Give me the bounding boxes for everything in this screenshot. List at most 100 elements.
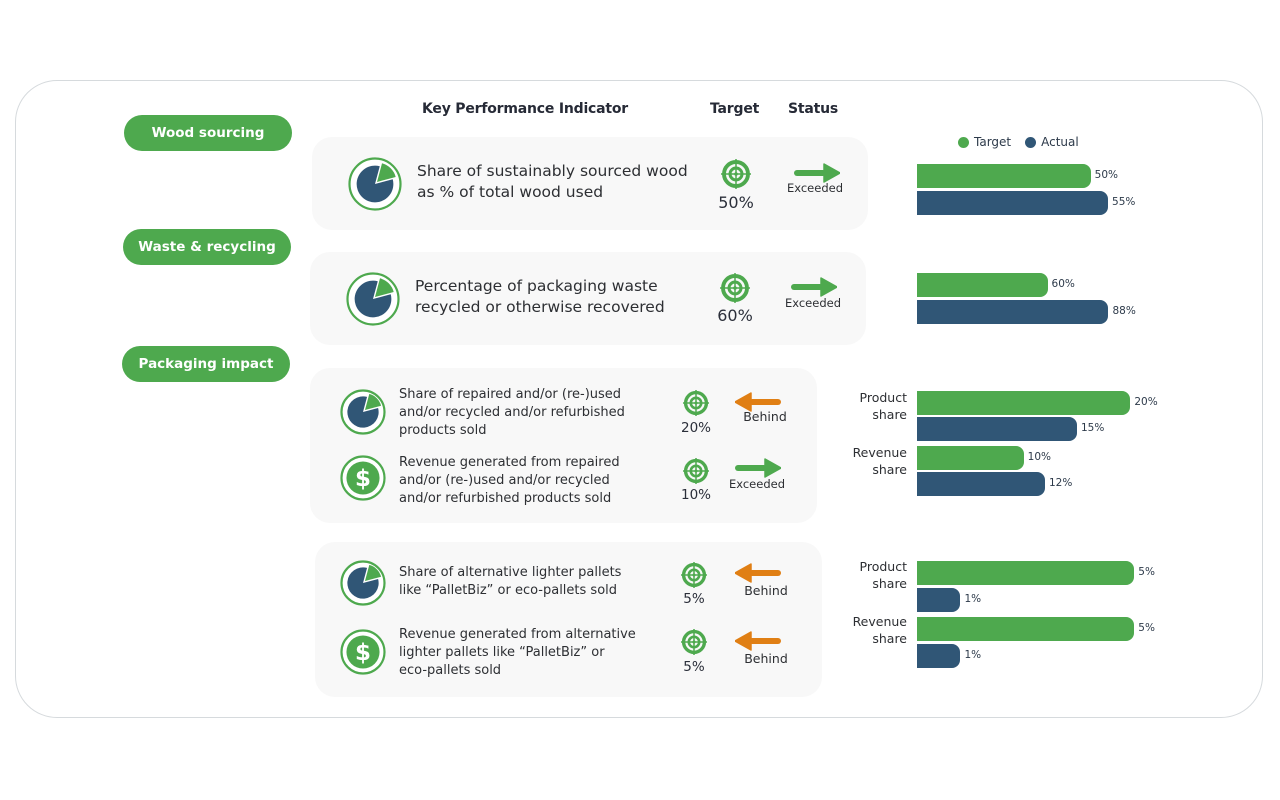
arrow-left-icon xyxy=(735,563,781,583)
pie-chart-icon xyxy=(340,560,386,606)
bar-value-label: 10% xyxy=(1027,451,1051,463)
kpi-description-line: products sold xyxy=(399,423,487,438)
target-value: 5% xyxy=(683,658,705,675)
category-waste-recycling: Waste & recycling xyxy=(123,229,291,265)
kpi-description-line: Revenue generated from repaired xyxy=(399,455,620,470)
kpi-description-line: Revenue generated from alternative xyxy=(399,627,636,642)
bar-value-label: 55% xyxy=(1112,196,1136,208)
bar-actual xyxy=(917,472,1045,496)
dollar-icon: $ xyxy=(340,629,386,675)
category-label: Revenue share xyxy=(837,444,907,478)
bar-value-label: 5% xyxy=(1138,622,1155,634)
target-icon xyxy=(720,273,750,303)
legend-target-label: Target xyxy=(974,135,1012,149)
bar-value-label: 1% xyxy=(964,593,982,605)
bar-value-label: 50% xyxy=(1094,169,1119,181)
status-label: Behind xyxy=(744,651,788,666)
kpi-description: Percentage of packaging waste recycled or… xyxy=(415,276,665,318)
status-label: Behind xyxy=(744,583,788,598)
category-label-line: share xyxy=(872,576,907,591)
arrow-right-icon xyxy=(791,277,837,297)
category-label-line: share xyxy=(872,407,907,422)
bar-value-label: 12% xyxy=(1049,477,1073,489)
kpi-description-line: and/or refurbished products sold xyxy=(399,491,612,506)
bar-value-label: 1% xyxy=(964,649,982,661)
status-label: Exceeded xyxy=(786,181,844,195)
status-label: Behind xyxy=(743,409,787,424)
category-label-line: share xyxy=(872,631,907,646)
kpi-description-line: and/or (re-)used and/or recycled xyxy=(399,473,610,488)
pie-chart-icon xyxy=(348,157,402,211)
category-label: Revenue share xyxy=(837,613,907,647)
kpi-description-line: recycled or otherwise recovered xyxy=(415,298,665,316)
target-value: 60% xyxy=(717,306,753,325)
chart-legend: Target Actual xyxy=(958,135,1079,149)
kpi-card-products xyxy=(310,368,817,523)
status-label: Exceeded xyxy=(728,477,786,491)
kpi-description-line: Share of sustainably sourced wood xyxy=(417,162,688,180)
bar-actual xyxy=(917,644,961,668)
bar-actual xyxy=(917,300,1109,324)
kpi-description: Revenue generated from alternative lighte… xyxy=(399,626,636,680)
category-label: Product share xyxy=(837,389,907,423)
bar-target xyxy=(917,561,1135,585)
kpi-card-wood xyxy=(312,137,868,230)
bar-target xyxy=(917,446,1024,470)
category-label-line: Revenue xyxy=(852,614,907,629)
target-value: 20% xyxy=(680,419,711,436)
target-icon xyxy=(683,458,709,484)
bar-value-label: 15% xyxy=(1081,422,1105,434)
kpi-description-line: Percentage of packaging waste xyxy=(415,277,658,295)
kpi-description: Share of sustainably sourced wood as % of… xyxy=(417,161,688,203)
target-icon xyxy=(683,390,709,416)
arrow-right-icon xyxy=(735,458,781,478)
bar-value-label: 60% xyxy=(1051,278,1075,290)
kpi-description: Revenue generated from repaired and/or (r… xyxy=(399,454,620,508)
kpi-description-line: Share of repaired and/or (re-)used xyxy=(399,387,622,402)
kpi-card-waste xyxy=(310,252,866,345)
target-icon xyxy=(721,159,751,189)
dollar-icon: $ xyxy=(340,455,386,501)
target-value: 10% xyxy=(680,486,711,503)
arrow-left-icon xyxy=(735,631,781,651)
bar-actual xyxy=(917,588,961,612)
arrow-left-icon xyxy=(735,392,781,412)
bar-actual xyxy=(917,191,1109,215)
pie-chart-icon xyxy=(340,389,386,435)
kpi-description-line: as % of total wood used xyxy=(417,183,604,201)
kpi-description-line: eco-pallets sold xyxy=(399,663,502,678)
kpi-description-line: Share of alternative lighter pallets xyxy=(399,565,622,580)
legend-target-dot xyxy=(958,136,969,148)
svg-text:$: $ xyxy=(355,466,371,492)
legend-actual-label: Actual xyxy=(1041,135,1079,149)
dashboard-frame xyxy=(15,80,1263,718)
header-kpi: Key Performance Indicator xyxy=(422,101,628,117)
kpi-description-line: lighter pallets like “PalletBiz” or xyxy=(399,645,605,660)
kpi-description-line: and/or recycled and/or refurbished xyxy=(399,405,625,420)
pie-chart-icon xyxy=(346,272,400,326)
legend-actual-dot xyxy=(1025,136,1037,148)
category-label-line: Revenue xyxy=(852,445,907,460)
kpi-card-pallets xyxy=(315,542,822,697)
bar-target xyxy=(917,617,1135,641)
legend-item-actual: Actual xyxy=(1025,135,1079,149)
target-value: 50% xyxy=(718,193,754,212)
category-packaging-impact: Packaging impact xyxy=(122,346,290,382)
kpi-description: Share of repaired and/or (re-)used and/or… xyxy=(399,386,625,440)
bar-target xyxy=(917,391,1131,415)
bar-value-label: 5% xyxy=(1138,566,1155,578)
bar-target xyxy=(917,273,1048,297)
status-label: Exceeded xyxy=(784,296,842,310)
category-label-line: share xyxy=(872,462,907,477)
kpi-description: Share of alternative lighter pallets like… xyxy=(399,564,621,600)
legend-item-target: Target xyxy=(958,135,1011,149)
header-status: Status xyxy=(788,101,839,117)
target-value: 5% xyxy=(683,590,705,607)
bar-value-label: 20% xyxy=(1134,396,1158,408)
header-target: Target xyxy=(710,101,760,117)
category-label: Product share xyxy=(837,558,907,592)
category-wood-sourcing: Wood sourcing xyxy=(124,115,292,151)
bar-actual xyxy=(917,417,1077,441)
kpi-description-line: like “PalletBiz” or eco-pallets sold xyxy=(399,583,618,598)
bar-value-label: 88% xyxy=(1112,305,1136,317)
